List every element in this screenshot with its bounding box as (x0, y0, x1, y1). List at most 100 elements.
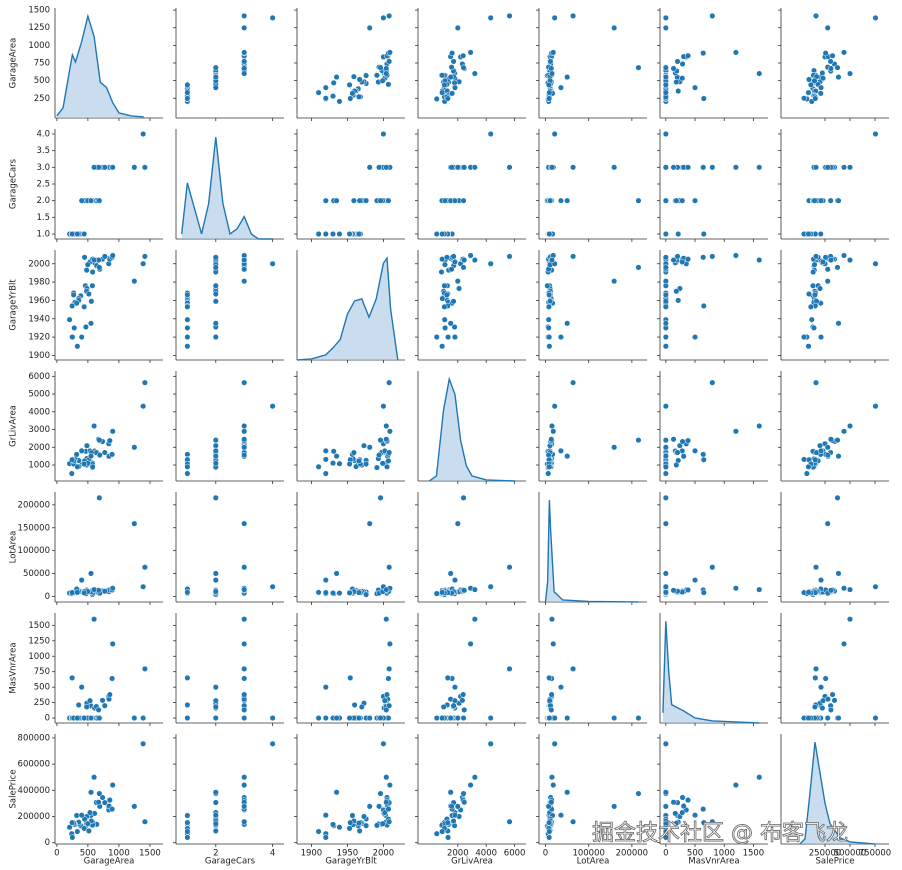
scatter-point (673, 820, 680, 827)
scatter-point (106, 797, 113, 804)
y-tick-label: 1000 (28, 652, 50, 662)
scatter-point (487, 260, 494, 267)
scatter-point (350, 73, 357, 80)
kde-area (429, 379, 515, 481)
scatter-point (819, 75, 827, 82)
x-tick-label: 2 (213, 849, 218, 859)
scatter-point (570, 379, 577, 386)
scatter-point (333, 453, 340, 460)
scatter-point (811, 77, 818, 84)
scatter-point (433, 715, 440, 722)
scatter-point (346, 825, 353, 832)
scatter-point (700, 95, 707, 102)
scatter-point (675, 88, 682, 95)
scatter-point (131, 444, 138, 451)
scatter-point (69, 819, 76, 826)
scatter-point (385, 675, 392, 682)
scatter-point (441, 261, 449, 268)
scatter-point (329, 821, 337, 828)
scatter-point (564, 320, 571, 327)
scatter-point (546, 463, 553, 470)
y-tick-label: 3.0 (36, 163, 50, 173)
scatter-point (241, 616, 248, 623)
scatter-point (380, 130, 387, 138)
y-tick-label: 800000 (18, 733, 50, 743)
scatter-point (141, 818, 148, 825)
scatter-point (471, 616, 478, 623)
scatter-point (99, 697, 106, 704)
x-tick-label: 1900 (301, 849, 323, 859)
scatter-point (386, 818, 393, 825)
scatter-point (451, 334, 459, 341)
y-tick-label: 1.5 (36, 213, 50, 223)
scatter-point (212, 453, 219, 460)
scatter-point (329, 460, 337, 467)
scatter-point (81, 303, 88, 310)
scatter-point (548, 774, 556, 781)
scatter-point (662, 230, 669, 238)
scatter-point (333, 789, 340, 796)
scatter-point (662, 197, 669, 204)
scatter-point (674, 449, 681, 456)
scatter-point (680, 803, 687, 810)
scatter-point (184, 828, 191, 835)
scatter-point (91, 257, 98, 264)
scatter-point (840, 585, 848, 592)
scatter-point (812, 665, 820, 672)
scatter-point (451, 684, 459, 691)
watermark: 掘金技术社区 @ 布客飞龙 (592, 821, 848, 846)
scatter-point (471, 774, 478, 781)
scatter-point (184, 834, 191, 841)
scatter-point (564, 74, 571, 81)
scatter-point (709, 818, 716, 825)
x-tick-label: 0 (543, 849, 548, 859)
scatter-point (548, 436, 555, 443)
scatter-point (366, 715, 373, 722)
scatter-point (460, 264, 467, 271)
scatter-point (817, 84, 825, 91)
scatter-point (811, 703, 818, 710)
scatter-point (831, 697, 838, 704)
scatter-point (380, 14, 387, 21)
scatter-point (846, 70, 854, 77)
scatter-point (184, 81, 191, 88)
scatter-point (385, 197, 392, 204)
scatter-point (450, 58, 457, 65)
scatter-point (816, 285, 824, 292)
scatter-point (546, 697, 553, 704)
scatter-point (709, 379, 716, 386)
scatter-point (670, 65, 677, 72)
scatter-point (363, 197, 370, 204)
scatter-point (87, 453, 95, 460)
scatter-point (546, 819, 553, 826)
scatter-point (662, 130, 669, 138)
scatter-point (635, 197, 642, 204)
scatter-point (386, 640, 393, 647)
scatter-point (551, 130, 558, 138)
scatter-point (386, 564, 393, 571)
scatter-point (109, 640, 116, 647)
scatter-point (385, 715, 392, 722)
scatter-point (101, 799, 108, 806)
scatter-point (550, 640, 557, 647)
scatter-point (74, 715, 81, 722)
scatter-point (322, 715, 329, 722)
scatter-point (450, 702, 457, 709)
y-tick-label: 600000 (18, 760, 50, 770)
scatter-point (817, 447, 825, 454)
scatter-point (212, 812, 219, 819)
scatter-point (109, 252, 116, 259)
x-axis-label: SalePrice (816, 857, 855, 867)
scatter-point (383, 436, 390, 443)
scatter-point (241, 436, 248, 443)
scatter-point (807, 303, 814, 310)
scatter-point (212, 827, 219, 834)
scatter-point (467, 640, 474, 647)
scatter-point (212, 264, 219, 271)
scatter-point (184, 470, 191, 477)
scatter-point (662, 570, 669, 577)
scatter-point (212, 494, 219, 501)
x-tick-label: 200000 (616, 849, 648, 859)
scatter-point (330, 448, 337, 455)
scatter-point (846, 586, 854, 593)
